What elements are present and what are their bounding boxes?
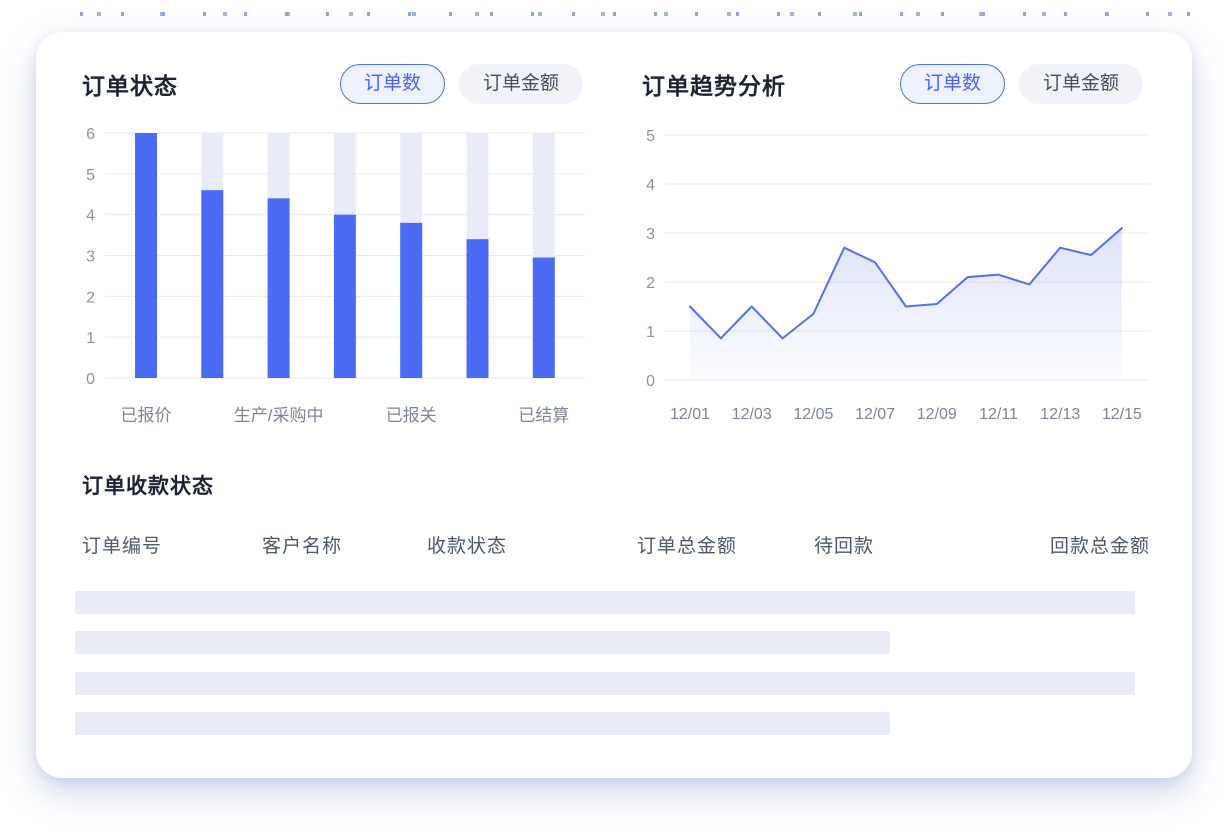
svg-text:12/15: 12/15 — [1102, 406, 1142, 423]
order-trend-header: 订单趋势分析 订单数 订单金额 — [642, 64, 1143, 104]
column-order-total: 订单总金额 — [637, 536, 738, 557]
svg-text:0: 0 — [646, 373, 655, 390]
svg-text:4: 4 — [646, 177, 655, 194]
column-customer-name: 客户名称 — [262, 536, 343, 557]
svg-text:5: 5 — [86, 167, 95, 184]
order-status-title: 订单状态 — [82, 73, 178, 99]
clipped-text-fragments — [80, 12, 1208, 16]
svg-text:4: 4 — [86, 208, 95, 225]
svg-text:3: 3 — [86, 249, 95, 266]
order-trend-amount-toggle[interactable]: 订单金额 — [1018, 64, 1143, 104]
svg-text:已报关: 已报关 — [386, 406, 437, 425]
svg-text:12/13: 12/13 — [1040, 406, 1080, 423]
svg-text:生产/采购中: 生产/采购中 — [234, 406, 324, 425]
svg-text:12/11: 12/11 — [979, 406, 1018, 423]
column-order-number: 订单编号 — [82, 536, 163, 557]
svg-text:6: 6 — [86, 126, 95, 143]
order-trend-line-chart: 0 1 2 3 4 5 12/01 12/03 12/05 12/07 12/09 12/11 12/1… — [646, 128, 1150, 423]
order-status-toggle-group: 订单数 订单金额 — [339, 64, 583, 104]
svg-text:2: 2 — [646, 275, 655, 292]
svg-text:2: 2 — [86, 289, 95, 306]
table-row-skeleton — [75, 671, 1135, 695]
order-trend-title: 订单趋势分析 — [642, 73, 786, 99]
svg-text:1: 1 — [86, 330, 95, 347]
table-row-skeleton — [75, 711, 890, 735]
column-received-total: 回款总金额 — [1049, 536, 1150, 557]
svg-text:已结算: 已结算 — [518, 406, 569, 425]
svg-text:0: 0 — [86, 371, 95, 388]
order-trend-count-toggle[interactable]: 订单数 — [899, 64, 1005, 104]
dashboard-card: 订单状态 订单数 订单金额 订单趋势分析 订单数 订单金额 0 1 2 3 4 5 6 已报价… — [36, 32, 1192, 778]
svg-text:12/09: 12/09 — [917, 406, 957, 423]
receivables-table-header: 订单编号 客户名称 收款状态 订单总金额 待回款 回款总金额 — [36, 531, 1192, 557]
table-row-skeleton — [75, 591, 1135, 614]
svg-text:已报价: 已报价 — [121, 406, 172, 425]
order-status-bar-chart: 0 1 2 3 4 5 6 已报价 生产/采购中 已报关 已结算 — [86, 126, 585, 425]
svg-text:5: 5 — [646, 128, 655, 145]
column-payment-status: 收款状态 — [427, 536, 508, 557]
svg-text:12/07: 12/07 — [855, 406, 895, 423]
receivables-section-title: 订单收款状态 — [82, 475, 214, 498]
column-pending-amount: 待回款 — [814, 536, 875, 557]
svg-text:12/05: 12/05 — [793, 406, 833, 423]
svg-text:3: 3 — [646, 226, 655, 243]
order-status-count-toggle[interactable]: 订单数 — [339, 64, 445, 104]
svg-text:12/03: 12/03 — [732, 406, 772, 423]
order-status-header: 订单状态 订单数 订单金额 — [82, 64, 583, 104]
svg-text:12/01: 12/01 — [670, 406, 710, 423]
order-status-amount-toggle[interactable]: 订单金额 — [458, 64, 583, 104]
table-row-skeleton — [75, 631, 890, 655]
order-trend-toggle-group: 订单数 订单金额 — [899, 64, 1143, 104]
svg-text:1: 1 — [646, 324, 655, 341]
